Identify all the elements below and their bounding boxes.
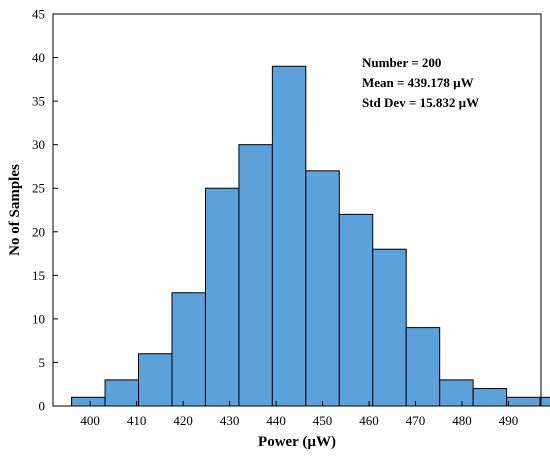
x-tick-label: 490: [499, 413, 519, 428]
histogram-bar: [372, 248, 407, 407]
x-tick-label: 460: [359, 413, 379, 428]
x-axis-label: Power (µW): [258, 434, 336, 450]
stats-annotation: Number = 200 Mean = 439.178 µW Std Dev =…: [362, 55, 479, 110]
histogram-bar: [539, 396, 550, 407]
x-tick-label: 470: [406, 413, 426, 428]
y-tick-label: 30: [32, 137, 45, 152]
y-tick-label: 45: [32, 7, 45, 22]
y-tick-label: 35: [32, 94, 45, 109]
y-axis-label: No of Samples: [7, 164, 23, 256]
histogram-bar: [71, 396, 106, 407]
x-tick-label: 430: [220, 413, 240, 428]
y-tick-label: 20: [32, 224, 45, 239]
x-tick-label: 480: [452, 413, 472, 428]
x-tick-label: 400: [80, 413, 100, 428]
histogram-bar: [472, 388, 508, 407]
x-tick-label: 440: [266, 413, 286, 428]
annotation-number: Number = 200: [362, 55, 441, 70]
histogram-bar: [338, 213, 374, 407]
y-tick-label: 15: [32, 268, 45, 283]
annotation-std-dev: Std Dev = 15.832 µW: [362, 95, 479, 110]
y-tick-label: 40: [32, 50, 45, 65]
plot-frame: [52, 13, 542, 407]
y-axis-ticks: 0 5 10 15 20 25 30 35 40 45: [32, 7, 58, 414]
histogram-bar: [439, 379, 474, 407]
y-tick-label: 5: [39, 355, 46, 370]
histogram-bar: [271, 65, 307, 407]
histogram-bar: [104, 379, 140, 407]
histogram-bar: [138, 353, 173, 407]
histogram-bar: [204, 187, 240, 407]
y-tick-label: 25: [32, 181, 45, 196]
y-tick-label: 10: [32, 311, 45, 326]
y-tick-label: 0: [39, 399, 46, 414]
x-tick-label: 420: [173, 413, 193, 428]
bars-group: [71, 65, 550, 407]
histogram-bar: [171, 292, 206, 407]
histogram-bar: [506, 396, 541, 407]
histogram-bar: [305, 170, 340, 407]
x-tick-label: 450: [313, 413, 333, 428]
x-axis-ticks: 400 410 420 430 440 450 460 470 480 490: [80, 401, 518, 428]
x-tick-label: 410: [127, 413, 147, 428]
histogram-bar: [405, 327, 441, 407]
histogram-bar: [238, 144, 273, 407]
annotation-mean: Mean = 439.178 µW: [362, 75, 474, 90]
